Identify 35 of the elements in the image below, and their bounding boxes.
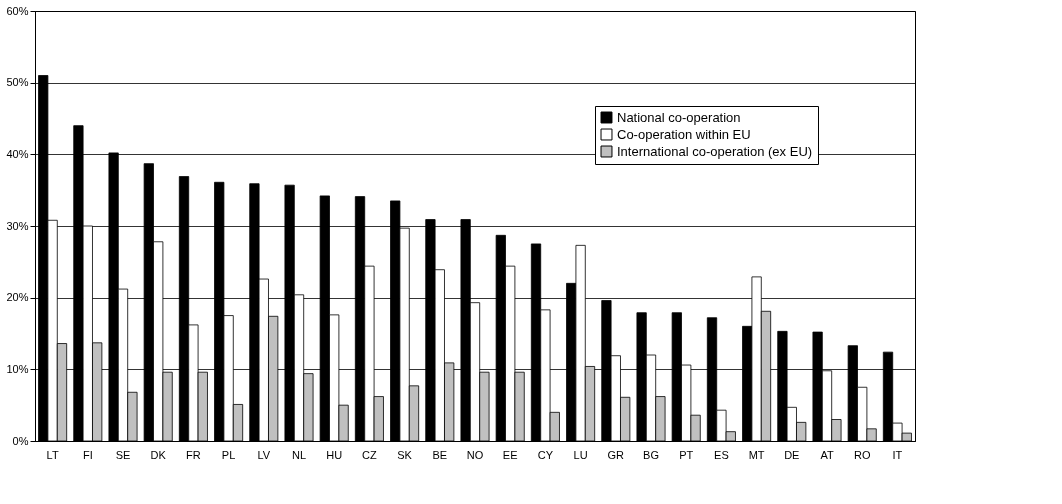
x-tick-label: SK	[397, 448, 413, 461]
y-tick-label: 40%	[6, 147, 29, 160]
x-tick-label: NL	[291, 448, 307, 461]
x-tick-label: CZ	[362, 448, 378, 461]
x-tick-label: ES	[714, 448, 729, 461]
y-tick-label: 50%	[6, 76, 29, 89]
y-tick-label: 30%	[6, 219, 29, 232]
x-tick-label: BE	[432, 448, 448, 461]
legend-label: Co-operation within EU	[617, 126, 751, 142]
x-tick-label: IT	[892, 448, 903, 461]
x-tick-label: FI	[82, 448, 93, 461]
x-tick-label: FR	[186, 448, 201, 461]
x-tick-label: LV	[257, 448, 271, 461]
x-tick-label: MT	[748, 448, 765, 461]
x-tick-label: GR	[607, 448, 625, 461]
x-tick-label: AT	[820, 448, 834, 461]
x-tick-label: RO	[853, 448, 871, 461]
x-tick-label: CY	[537, 448, 554, 461]
x-tick-label: BG	[643, 448, 659, 461]
x-tick-label: SE	[115, 448, 131, 461]
x-tick-label: LU	[573, 448, 588, 461]
legend-label: International co-operation (ex EU)	[617, 143, 813, 159]
x-tick-label: PL	[221, 448, 236, 461]
x-tick-label: DE	[784, 448, 800, 461]
x-tick-label: HU	[326, 448, 343, 461]
y-tick-label: 10%	[6, 362, 29, 375]
x-tick-label: NO	[466, 448, 484, 461]
x-tick-label: LT	[46, 448, 59, 461]
x-tick-label: DK	[150, 448, 167, 461]
y-tick-label: 20%	[6, 291, 29, 304]
legend-label: National co-operation	[617, 109, 741, 125]
y-tick-label: 60%	[6, 4, 29, 17]
x-tick-label: PT	[679, 448, 694, 461]
y-tick-label: 0%	[12, 434, 29, 447]
x-tick-label: EE	[502, 448, 518, 461]
